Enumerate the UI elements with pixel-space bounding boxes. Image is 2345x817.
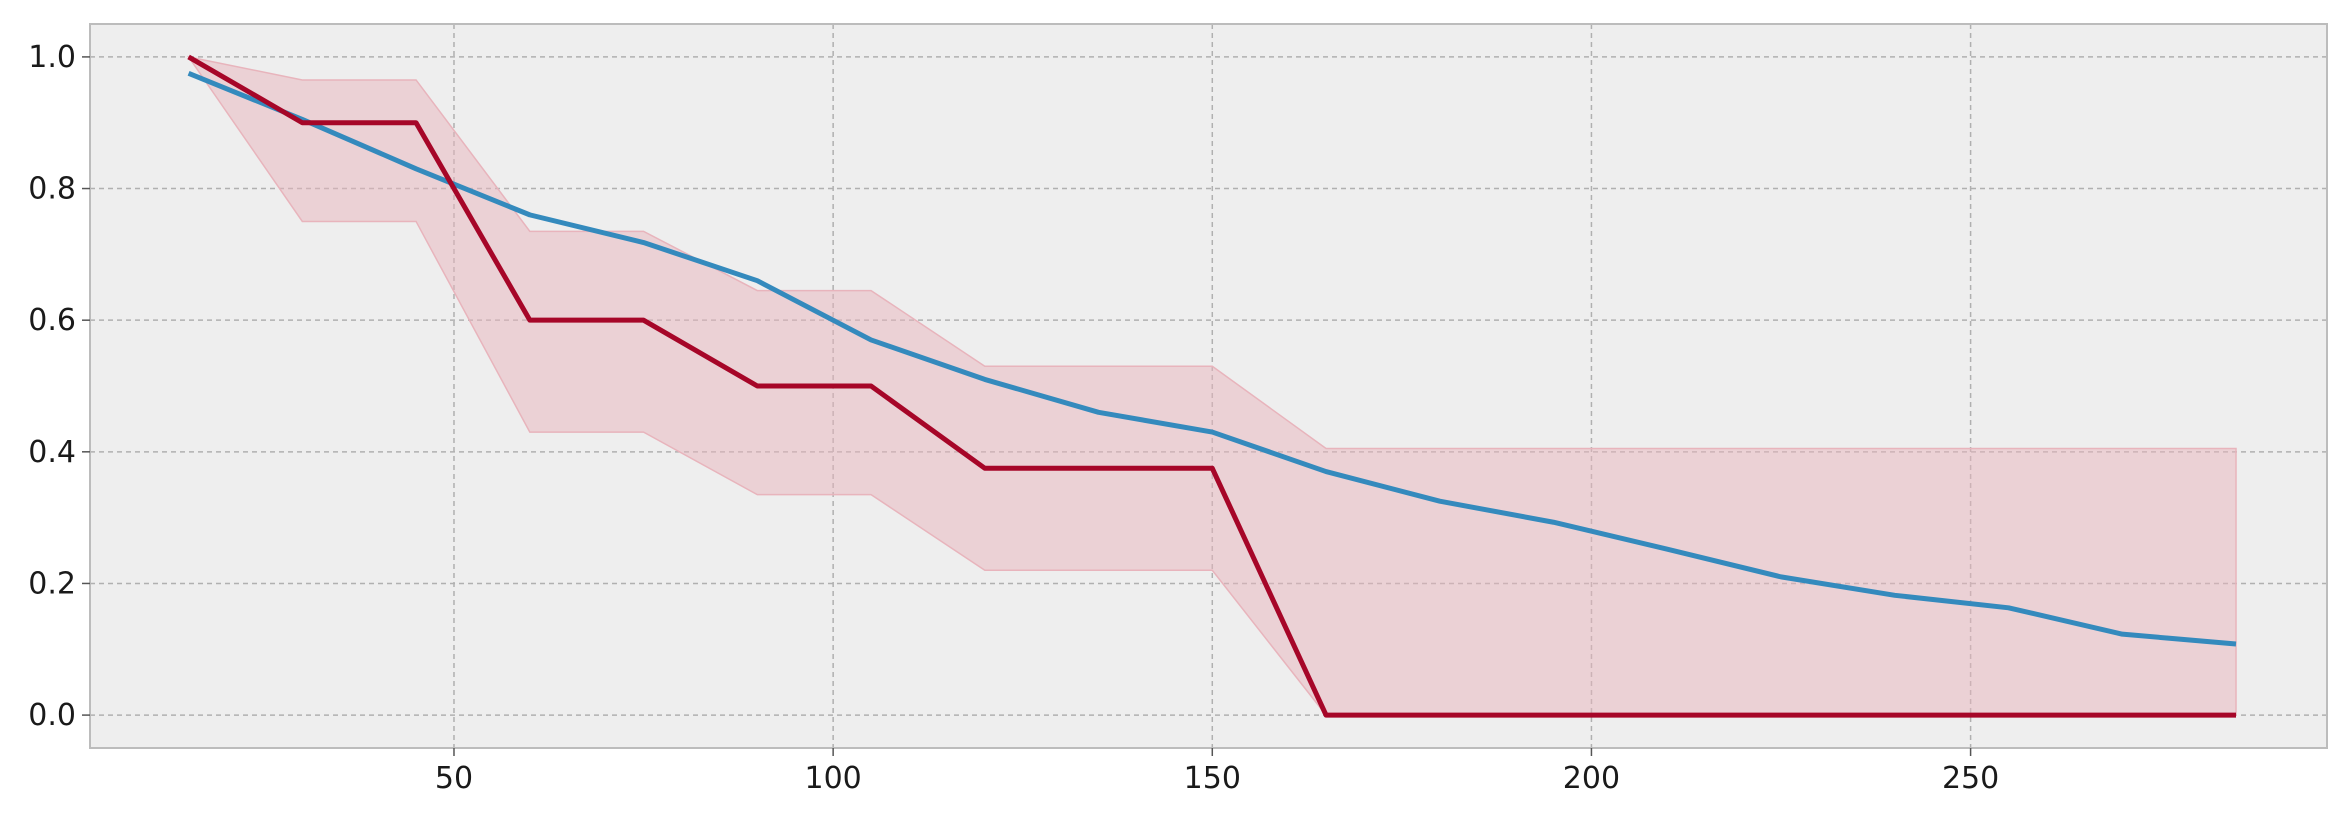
x-tick-label: 50 <box>435 761 473 796</box>
confidence-bands <box>186 55 2237 716</box>
y-tick-label: 0.2 <box>28 566 76 601</box>
series-lines <box>187 54 2237 718</box>
series-2-band <box>186 55 2237 716</box>
y-tick-label: 0.4 <box>28 435 76 470</box>
plot-frame <box>89 23 2328 749</box>
x-tick-label: 250 <box>1942 761 1999 796</box>
y-tick-label: 0.6 <box>28 303 76 338</box>
y-axis-ticks: 0.0 0.2 0.4 0.6 0.8 1.0 <box>28 40 90 733</box>
x-tick-label: 200 <box>1563 761 1620 796</box>
x-axis-ticks: 50 100 150 200 250 <box>435 748 1999 796</box>
y-tick-label: 1.0 <box>28 40 76 75</box>
x-tick-label: 150 <box>1184 761 1241 796</box>
y-tick-label: 0.8 <box>28 172 76 207</box>
x-tick-label: 100 <box>805 761 862 796</box>
series-1-line <box>187 71 2237 647</box>
series-2-line <box>187 54 2237 718</box>
y-tick-label: 0.0 <box>28 698 76 733</box>
